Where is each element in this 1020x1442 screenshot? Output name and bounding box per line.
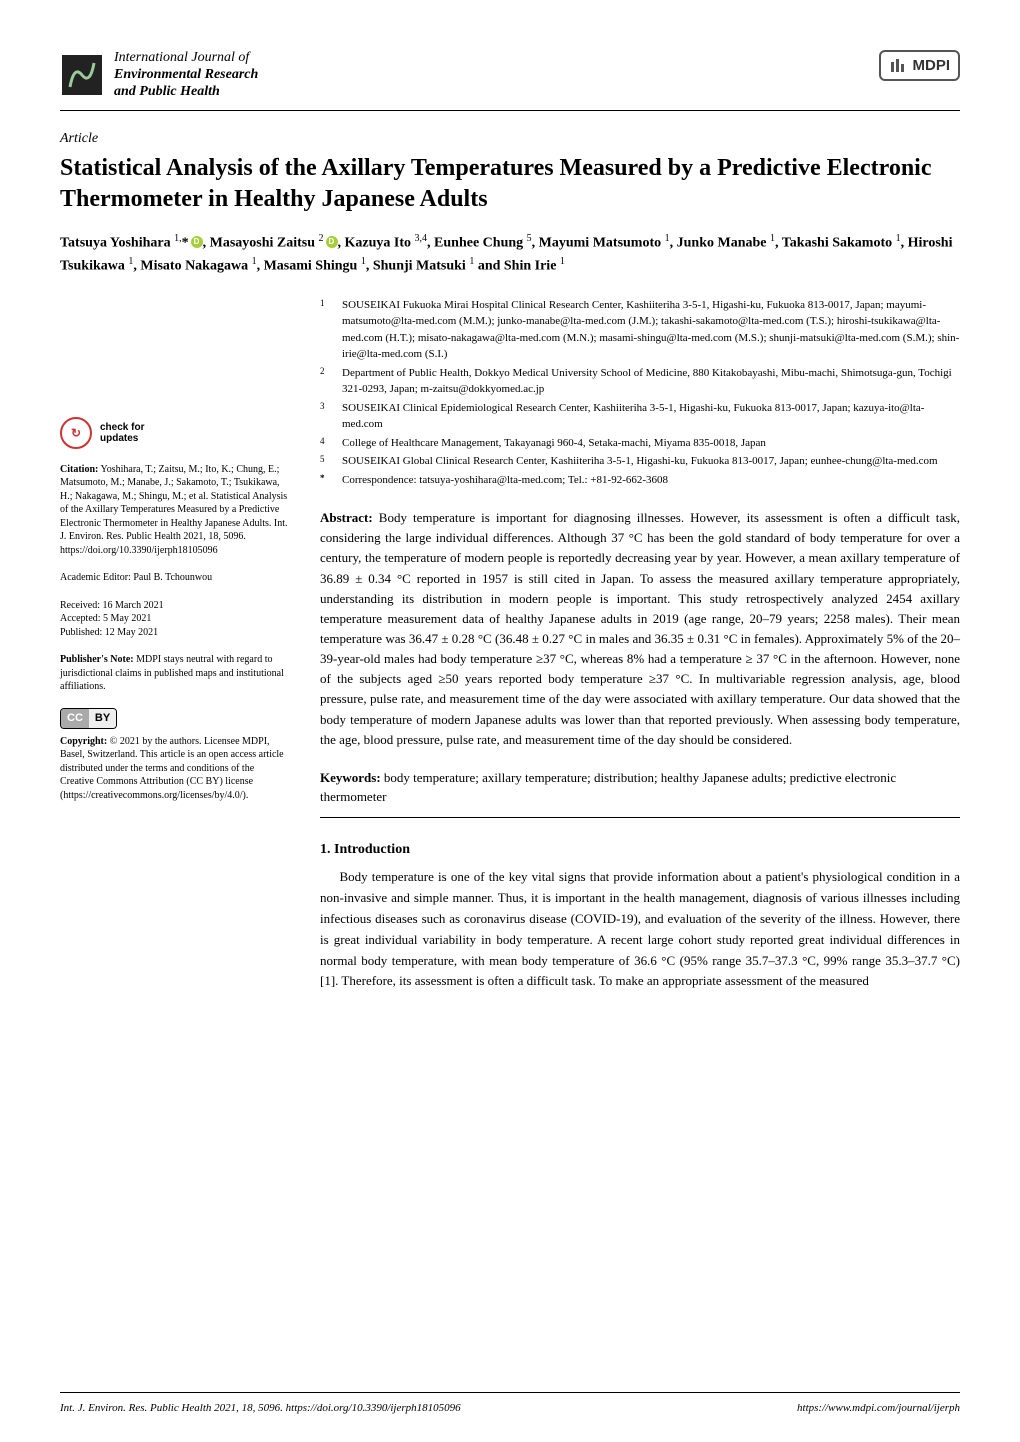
footer-right: https://www.mdpi.com/journal/ijerph — [797, 1401, 960, 1416]
journal-block: International Journal of Environmental R… — [60, 50, 258, 100]
published-label: Published: — [60, 627, 102, 638]
copyright-block: Copyright: © 2021 by the authors. Licens… — [60, 735, 290, 803]
affiliation-row: 3 SOUSEIKAI Clinical Epidemiological Rese… — [320, 400, 960, 433]
affiliation-row: 2 Department of Public Health, Dokkyo Med… — [320, 365, 960, 398]
received-date: 16 March 2021 — [102, 600, 163, 611]
aff-num: 3 — [320, 400, 332, 433]
published-date: 12 May 2021 — [105, 627, 158, 638]
footer-left: Int. J. Environ. Res. Public Health 2021… — [60, 1401, 461, 1416]
mdpi-mark-icon — [889, 57, 907, 75]
journal-name: International Journal of Environmental R… — [114, 50, 258, 100]
aff-text: SOUSEIKAI Clinical Epidemiological Resea… — [342, 400, 960, 433]
correspondence-row: * Correspondence: tatsuya-yoshihara@lta-m… — [320, 472, 960, 489]
journal-logo-icon — [60, 53, 104, 97]
divider — [60, 110, 960, 111]
aff-text: College of Healthcare Management, Takaya… — [342, 435, 766, 452]
check-updates-badge[interactable]: ↻ check forupdates — [60, 417, 290, 449]
aff-text: Correspondence: tatsuya-yoshihara@lta-me… — [342, 472, 668, 489]
keywords-text: body temperature; axillary temperature; … — [320, 770, 896, 805]
editor-name: Paul B. Tchounwou — [133, 572, 212, 583]
aff-text: SOUSEIKAI Global Clinical Research Cente… — [342, 453, 938, 470]
cc-license-badge: CC BY — [60, 708, 290, 729]
article-title: Statistical Analysis of the Axillary Tem… — [60, 153, 960, 215]
abstract-text: Body temperature is important for diagno… — [320, 510, 960, 747]
footer: Int. J. Environ. Res. Public Health 2021… — [60, 1392, 960, 1416]
publisher-logo: MDPI — [879, 50, 961, 81]
aff-num: * — [320, 472, 332, 489]
abstract-label: Abstract: — [320, 510, 373, 525]
publishers-note-block: Publisher's Note: MDPI stays neutral wit… — [60, 653, 290, 694]
accepted-date: 5 May 2021 — [103, 613, 151, 624]
aff-num: 1 — [320, 297, 332, 363]
aff-text: Department of Public Health, Dokkyo Medi… — [342, 365, 960, 398]
divider — [320, 817, 960, 818]
header: International Journal of Environmental R… — [60, 50, 960, 100]
accepted-label: Accepted: — [60, 613, 101, 624]
aff-text: SOUSEIKAI Fukuoka Mirai Hospital Clinica… — [342, 297, 960, 363]
check-updates-text: check forupdates — [100, 422, 144, 444]
citation-label: Citation: — [60, 464, 98, 475]
citation-text: Yoshihara, T.; Zaitsu, M.; Ito, K.; Chun… — [60, 464, 288, 556]
by-icon: BY — [89, 709, 116, 728]
orcid-icon — [326, 236, 338, 248]
sidebar: ↻ check forupdates Citation: Yoshihara, … — [60, 297, 290, 993]
keywords-label: Keywords: — [320, 770, 381, 785]
cc-icon: CC — [61, 709, 89, 728]
orcid-icon — [191, 236, 203, 248]
journal-name-line1: International Journal of — [114, 50, 249, 65]
journal-name-line2: Environmental Research — [114, 67, 258, 82]
publishers-note-label: Publisher's Note: — [60, 654, 134, 665]
check-updates-icon: ↻ — [60, 417, 92, 449]
article-type: Article — [60, 129, 960, 149]
aff-num: 2 — [320, 365, 332, 398]
abstract-block: Abstract: Body temperature is important … — [320, 508, 960, 750]
affiliation-row: 1SOUSEIKAI Fukuoka Mirai Hospital Clinic… — [320, 297, 960, 363]
authors-list: Tatsuya Yoshihara 1,*, Masayoshi Zaitsu … — [60, 231, 960, 276]
copyright-label: Copyright: — [60, 736, 107, 747]
keywords-block: Keywords: body temperature; axillary tem… — [320, 768, 960, 807]
publisher-name: MDPI — [913, 55, 951, 76]
section-heading: 1. Introduction — [320, 840, 960, 860]
citation-block: Citation: Yoshihara, T.; Zaitsu, M.; Ito… — [60, 463, 290, 558]
editor-label: Academic Editor: — [60, 572, 131, 583]
affiliations: 1SOUSEIKAI Fukuoka Mirai Hospital Clinic… — [320, 297, 960, 489]
received-label: Received: — [60, 600, 100, 611]
affiliation-row: 4 College of Healthcare Management, Takay… — [320, 435, 960, 452]
affiliation-row: 5 SOUSEIKAI Global Clinical Research Cent… — [320, 453, 960, 470]
main-content: 1SOUSEIKAI Fukuoka Mirai Hospital Clinic… — [320, 297, 960, 993]
journal-name-line3: and Public Health — [114, 84, 220, 99]
dates-block: Received: 16 March 2021 Accepted: 5 May … — [60, 599, 290, 640]
editor-block: Academic Editor: Paul B. Tchounwou — [60, 571, 290, 585]
aff-num: 5 — [320, 453, 332, 470]
body-paragraph: Body temperature is one of the key vital… — [320, 867, 960, 992]
aff-num: 4 — [320, 435, 332, 452]
